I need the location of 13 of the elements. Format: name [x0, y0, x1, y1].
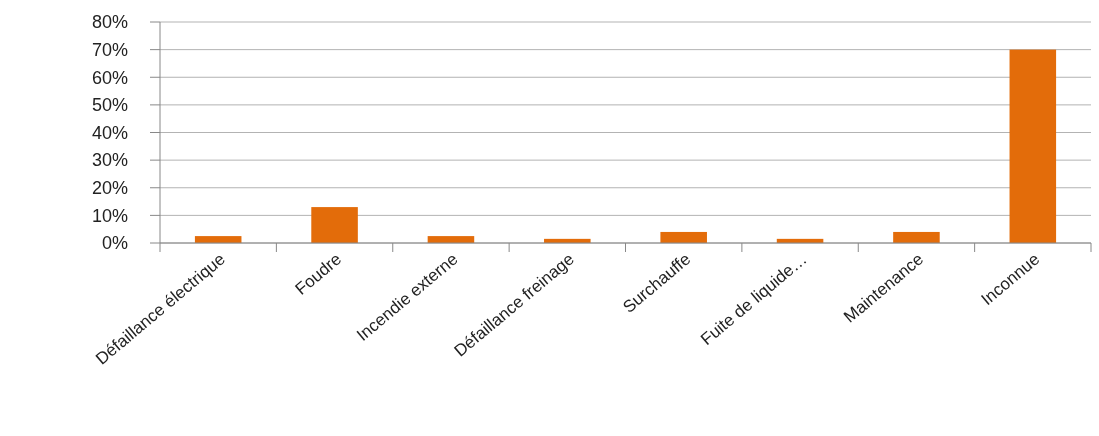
- y-tick-label: 30%: [91, 150, 128, 171]
- y-tick-label: 60%: [91, 67, 128, 88]
- bar: [893, 231, 940, 243]
- y-tick-label: 40%: [91, 122, 128, 143]
- y-tick-label: 50%: [91, 95, 128, 116]
- bar: [1009, 49, 1057, 243]
- bar: [660, 231, 707, 243]
- y-tick-label: 10%: [91, 205, 128, 226]
- y-tick-label: 0%: [101, 233, 128, 254]
- bar: [311, 207, 358, 243]
- y-tick-label: 80%: [91, 12, 128, 33]
- y-tick-label: 70%: [91, 39, 128, 60]
- y-tick-label: 20%: [91, 178, 128, 199]
